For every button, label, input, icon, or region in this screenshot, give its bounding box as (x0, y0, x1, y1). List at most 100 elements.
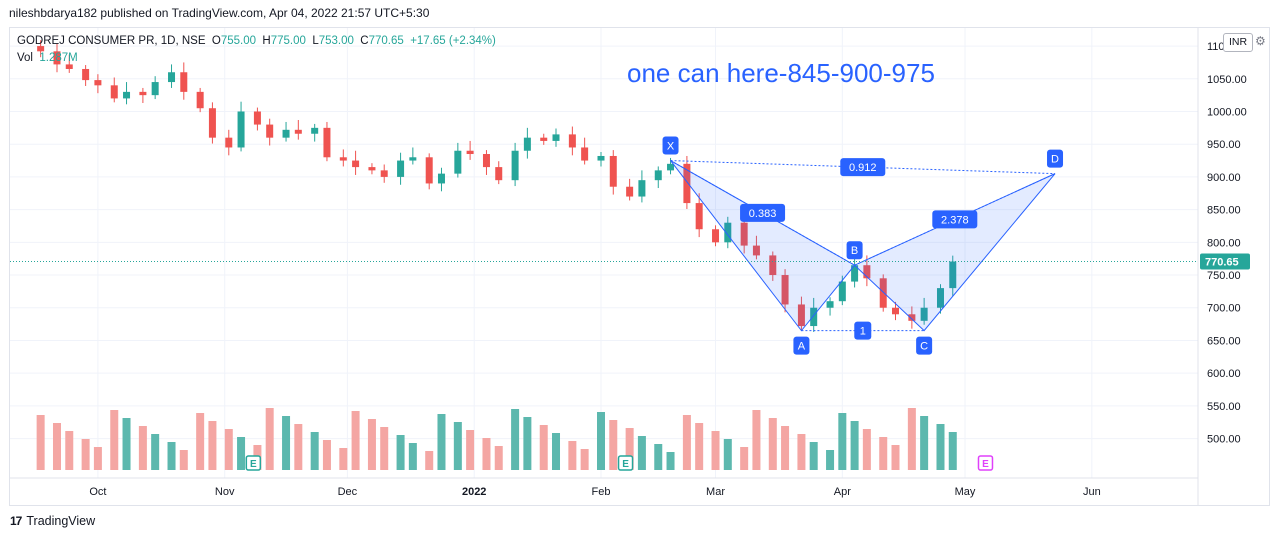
time-tick-label: Feb (592, 486, 611, 498)
volume-bar (466, 430, 475, 470)
low-label: L (312, 35, 319, 47)
price-tick-label: 800.00 (1207, 237, 1241, 249)
volume-bar (781, 426, 790, 470)
ratio-label: 0.383 (749, 208, 777, 220)
volume-bar (936, 424, 945, 470)
candle-body (712, 229, 720, 243)
candle-body (851, 265, 859, 282)
volume-bar (453, 422, 462, 470)
candle-body (237, 111, 245, 148)
candle-body (523, 137, 531, 151)
candle-body (936, 288, 944, 308)
candle-body (53, 51, 61, 65)
candle-body (568, 134, 576, 148)
volume-bar (752, 410, 761, 470)
volume-bar (36, 415, 45, 470)
volume-bar (568, 441, 577, 470)
last-price-badge (1200, 253, 1250, 270)
volume-bar (437, 414, 446, 470)
candle-body (597, 155, 605, 161)
volume-bar (310, 432, 319, 470)
candle-body (863, 265, 871, 279)
volume-bar (723, 439, 732, 470)
candle-body (65, 64, 73, 69)
volume-bar (151, 434, 160, 470)
candle-body (380, 170, 388, 177)
volume-label: Vol (17, 52, 33, 64)
time-tick-label: Mar (706, 486, 725, 498)
time-tick-label: Oct (89, 486, 106, 498)
volume-bar (408, 443, 417, 470)
close-value: 770.65 (368, 35, 404, 47)
candle-body (769, 255, 777, 276)
volume-bars (36, 408, 957, 470)
candle-body (37, 46, 45, 52)
volume-bar (167, 442, 176, 470)
candle-body (397, 160, 405, 177)
pattern-point-label: X (667, 141, 675, 153)
volume-bar (208, 421, 217, 470)
time-tick-label: Jun (1083, 486, 1101, 498)
candle-body (139, 91, 147, 96)
earnings-event-label: E (250, 459, 257, 470)
volume-bar (265, 408, 274, 470)
candle-body (781, 275, 789, 305)
candle-body (581, 147, 589, 161)
candle-body (94, 80, 102, 86)
ratio-badge (932, 210, 978, 229)
volume-bar (339, 448, 348, 470)
volume-bar (179, 450, 188, 470)
pattern-point-marker (846, 241, 863, 260)
candle-body (196, 91, 204, 109)
grid (10, 28, 1198, 478)
volume-bar (351, 411, 360, 470)
pattern-point-label: C (920, 341, 928, 353)
candle-body (826, 301, 834, 308)
candle-body (654, 170, 662, 181)
volume-bar (682, 415, 691, 470)
candle-body (168, 72, 176, 83)
volume-bar (609, 420, 618, 470)
harmonic-pattern: X A B C D 0.383 1 2.378 0.912 one can here-845-90… (627, 58, 1064, 355)
currency-button[interactable]: INR (1223, 33, 1253, 52)
high-label: H (262, 35, 271, 47)
high-value: 775.00 (270, 35, 306, 47)
candle-body (810, 307, 818, 327)
chart-frame (9, 27, 1270, 506)
time-tick-label: Dec (338, 486, 358, 498)
earnings-event-marker (977, 455, 994, 471)
candle-body (409, 157, 417, 161)
footer-brand[interactable]: 17 TradingView (10, 514, 95, 528)
volume-bar (580, 449, 589, 470)
candle-body (908, 314, 916, 321)
price-tick-label: 950.00 (1207, 139, 1241, 151)
candle-body (495, 167, 503, 181)
candle-body (180, 72, 188, 92)
earnings-event-marker (245, 455, 262, 471)
annotation-text: one can here-845-900-975 (627, 58, 935, 88)
price-chart[interactable]: X A B C D 0.383 1 2.378 0.912 one can here-845-90… (10, 28, 1270, 506)
price-tick-label: 900.00 (1207, 172, 1241, 184)
time-tick-label: May (955, 486, 976, 498)
volume-bar (425, 451, 434, 470)
settings-icon[interactable]: ⚙ (1255, 34, 1266, 48)
ratio-label: 0.912 (849, 162, 877, 174)
low-value: 753.00 (318, 35, 354, 47)
volume-bar (597, 412, 605, 470)
volume-bar (93, 447, 102, 470)
candle-body (110, 85, 118, 99)
candle-body (368, 167, 376, 171)
volume-bar (797, 434, 806, 470)
volume-bar (838, 413, 847, 470)
candle-body (311, 127, 319, 134)
ratio-badge (740, 203, 786, 222)
volume-bar (740, 447, 749, 470)
candle-body (482, 154, 490, 168)
volume-bar (237, 437, 246, 470)
ratio-label: 1 (860, 326, 866, 338)
volume-bar (511, 409, 520, 470)
candle-body (838, 281, 846, 302)
price-tick-label: 850.00 (1207, 205, 1241, 217)
volume-bar (809, 442, 818, 470)
volume-bar (294, 424, 303, 470)
